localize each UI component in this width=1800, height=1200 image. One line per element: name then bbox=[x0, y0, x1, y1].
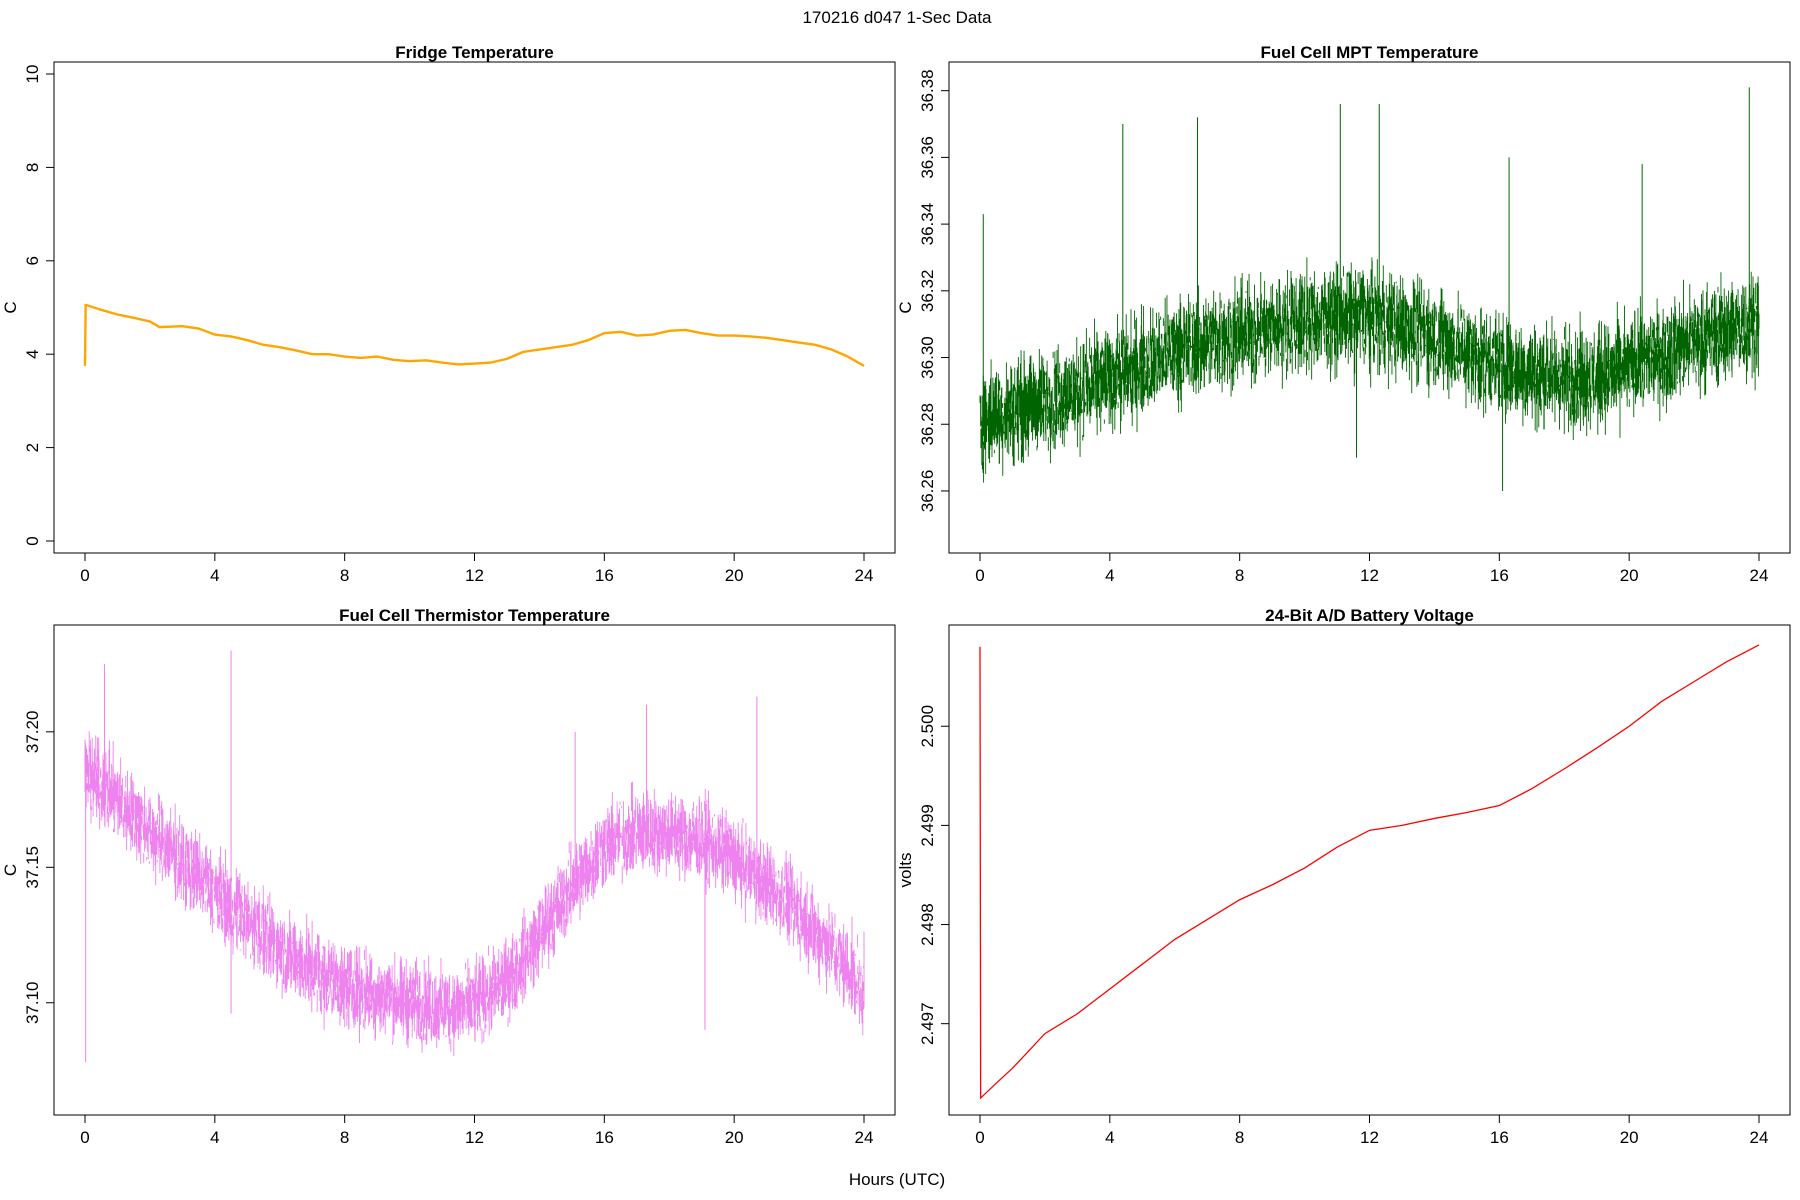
fuel-cell-thermistor-temperature-x-tick-label: 8 bbox=[340, 1128, 349, 1147]
fridge-temperature-x-tick-label: 20 bbox=[725, 566, 744, 585]
24-bit-a-d-battery-voltage-plot-frame bbox=[948, 624, 1791, 1116]
fuel-cell-mpt-temperature-x-tick-label: 0 bbox=[975, 566, 984, 585]
fuel-cell-mpt-temperature-y-tick-label: 36.26 bbox=[918, 470, 937, 513]
fuel-cell-mpt-temperature-y-tick-label: 36.30 bbox=[918, 336, 937, 379]
figure-x-axis-label: Hours (UTC) bbox=[849, 1170, 945, 1189]
fuel-cell-thermistor-temperature-x-tick-label: 4 bbox=[210, 1128, 219, 1147]
fuel-cell-thermistor-temperature-y-axis-label: C bbox=[1, 864, 20, 876]
figure-main-title: 170216 d047 1-Sec Data bbox=[802, 8, 992, 27]
24-bit-a-d-battery-voltage-x-tick-label: 16 bbox=[1490, 1128, 1509, 1147]
fuel-cell-thermistor-temperature-x-tick-label: 16 bbox=[595, 1128, 614, 1147]
fridge-temperature-x-tick-label: 16 bbox=[595, 566, 614, 585]
fuel-cell-mpt-temperature-y-tick-label: 36.32 bbox=[918, 270, 937, 313]
fridge-temperature-y-tick-label: 0 bbox=[23, 536, 42, 545]
fuel-cell-mpt-temperature-series bbox=[979, 87, 1760, 491]
24-bit-a-d-battery-voltage-y-tick-label: 2.497 bbox=[918, 1002, 937, 1045]
fuel-cell-thermistor-temperature-x-tick-label: 20 bbox=[725, 1128, 744, 1147]
fuel-cell-mpt-temperature-x-tick-label: 20 bbox=[1620, 566, 1639, 585]
fuel-cell-mpt-temperature-data-band bbox=[979, 257, 1760, 483]
fuel-cell-thermistor-temperature-x-tick-label: 12 bbox=[465, 1128, 484, 1147]
24-bit-a-d-battery-voltage-x-tick-label: 24 bbox=[1750, 1128, 1769, 1147]
24-bit-a-d-battery-voltage-y-axis-label: volts bbox=[896, 853, 915, 888]
fuel-cell-mpt-temperature-y-tick-label: 36.38 bbox=[918, 69, 937, 112]
fuel-cell-mpt-temperature-y-tick-label: 36.34 bbox=[918, 203, 937, 246]
24-bit-a-d-battery-voltage-x-tick-label: 8 bbox=[1235, 1128, 1244, 1147]
fridge-temperature-title: Fridge Temperature bbox=[395, 43, 553, 62]
24-bit-a-d-battery-voltage-series bbox=[979, 644, 1760, 1100]
fridge-temperature-x-tick-label: 24 bbox=[855, 566, 874, 585]
fridge-temperature-y-tick-label: 4 bbox=[23, 349, 42, 358]
fridge-temperature-y-tick-label: 8 bbox=[23, 163, 42, 172]
fridge-temperature-x-tick-label: 4 bbox=[210, 566, 219, 585]
fuel-cell-thermistor-temperature-y-tick-label: 37.20 bbox=[23, 711, 42, 754]
fuel-cell-thermistor-temperature-y-tick-label: 37.15 bbox=[23, 846, 42, 889]
24-bit-a-d-battery-voltage-x-tick-label: 20 bbox=[1620, 1128, 1639, 1147]
fridge-temperature-y-axis-label: C bbox=[1, 301, 20, 313]
panel-fuel-cell-mpt-temperature: Fuel Cell MPT Temperature 0 4 8 12 16 20 24 36.2… bbox=[896, 43, 1791, 585]
panel-fuel-cell-thermistor-temperature: Fuel Cell Thermistor Temperature 0 4 8 12 16 2… bbox=[1, 606, 896, 1147]
fuel-cell-mpt-temperature-y-tick-label: 36.28 bbox=[918, 403, 937, 446]
fridge-temperature-y-tick-label: 10 bbox=[23, 65, 42, 84]
24-bit-a-d-battery-voltage-y-tick-label: 2.499 bbox=[918, 804, 937, 847]
fuel-cell-thermistor-temperature-x-tick-label: 24 bbox=[855, 1128, 874, 1147]
fuel-cell-thermistor-temperature-data-band bbox=[84, 731, 865, 1057]
fridge-temperature-y-tick-label: 2 bbox=[23, 443, 42, 452]
fuel-cell-mpt-temperature-x-tick-label: 8 bbox=[1235, 566, 1244, 585]
fuel-cell-mpt-temperature-x-tick-label: 16 bbox=[1490, 566, 1509, 585]
24-bit-a-d-battery-voltage-x-tick-label: 0 bbox=[975, 1128, 984, 1147]
24-bit-a-d-battery-voltage-x-tick-label: 12 bbox=[1360, 1128, 1379, 1147]
fridge-temperature-x-tick-label: 0 bbox=[80, 566, 89, 585]
24-bit-a-d-battery-voltage-x-tick-label: 4 bbox=[1105, 1128, 1114, 1147]
fridge-temperature-plot-frame bbox=[53, 61, 896, 554]
fridge-temperature-data-line bbox=[83, 303, 865, 367]
fuel-cell-mpt-temperature-y-tick-label: 36.36 bbox=[918, 136, 937, 179]
fuel-cell-thermistor-temperature-y-tick-label: 37.10 bbox=[23, 981, 42, 1024]
24-bit-a-d-battery-voltage-y-tick-label: 2.498 bbox=[918, 903, 937, 946]
24-bit-a-d-battery-voltage-data-line bbox=[979, 644, 1760, 1100]
fridge-temperature-x-tick-label: 8 bbox=[340, 566, 349, 585]
fuel-cell-thermistor-temperature-title: Fuel Cell Thermistor Temperature bbox=[339, 606, 610, 625]
fuel-cell-thermistor-temperature-series bbox=[84, 650, 865, 1063]
fuel-cell-mpt-temperature-x-tick-label: 12 bbox=[1360, 566, 1379, 585]
fuel-cell-mpt-temperature-x-tick-label: 4 bbox=[1105, 566, 1114, 585]
fridge-temperature-y-tick-label: 6 bbox=[23, 256, 42, 265]
panel-battery-voltage: 24-Bit A/D Battery Voltage 0 4 8 12 16 20 24 2.4… bbox=[896, 606, 1791, 1147]
fuel-cell-mpt-temperature-x-tick-label: 24 bbox=[1750, 566, 1769, 585]
24-bit-a-d-battery-voltage-y-tick-label: 2.500 bbox=[918, 705, 937, 748]
fuel-cell-thermistor-temperature-x-tick-label: 0 bbox=[80, 1128, 89, 1147]
fuel-cell-mpt-temperature-y-axis-label: C bbox=[896, 301, 915, 313]
fridge-temperature-x-tick-label: 12 bbox=[465, 566, 484, 585]
fuel-cell-mpt-temperature-title: Fuel Cell MPT Temperature bbox=[1261, 43, 1479, 62]
24-bit-a-d-battery-voltage-title: 24-Bit A/D Battery Voltage bbox=[1265, 606, 1474, 625]
fridge-temperature-series bbox=[83, 303, 865, 367]
